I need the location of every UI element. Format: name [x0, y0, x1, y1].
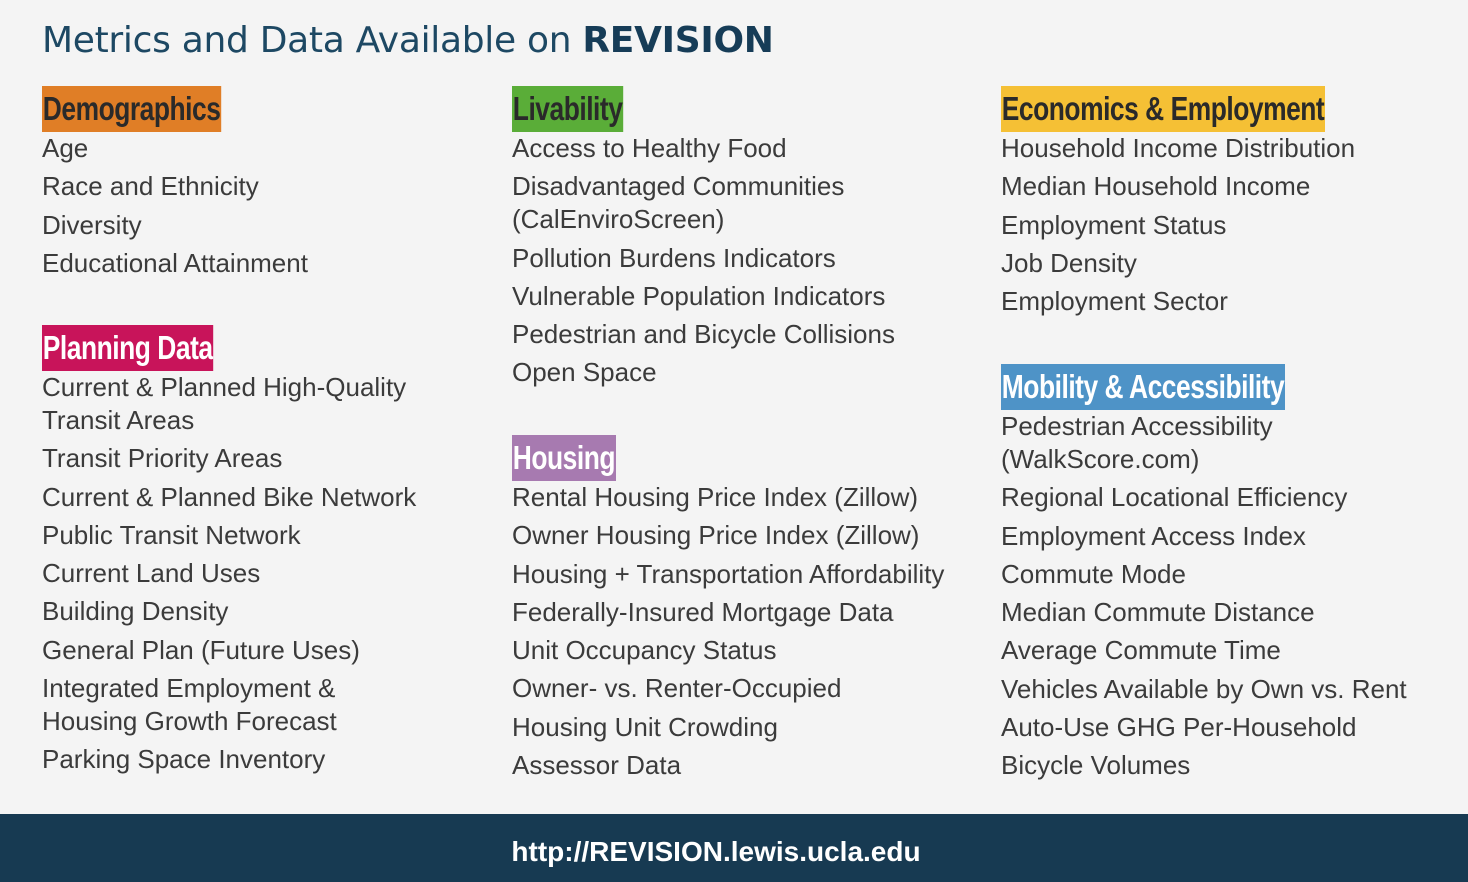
footer-bar: http://REVISION.lewis.ucla.edu [0, 814, 1468, 882]
list-item: Diversity [42, 209, 142, 240]
list-item: Current & Planned High-Quality Transit A… [42, 372, 407, 435]
section-planning-data: Planning Data Current & Planned High-Qua… [42, 325, 442, 782]
section-mobility-accessibility: Mobility & Accessibility Pedestrian Acce… [1001, 364, 1451, 788]
section-housing: Housing Rental Housing Price Index (Zill… [512, 435, 982, 787]
section-heading-planning-data: Planning Data [42, 325, 214, 371]
list-item: Pollution Burdens Indicators [512, 242, 836, 273]
list-item: Median Household Income [1001, 171, 1311, 202]
list-item: Current Land Uses [42, 558, 261, 589]
list-item: Access to Healthy Food [512, 133, 787, 163]
list-item: Average Commute Time [1001, 635, 1281, 666]
list-item: Household Income Distribution [1001, 133, 1356, 163]
list-item: Current & Planned Bike Network [42, 481, 417, 512]
list-item: Age [42, 133, 89, 163]
page-title-prefix: Metrics and Data Available on [42, 20, 583, 61]
list-item: Owner Housing Price Index (Zillow) [512, 520, 920, 551]
planning-data-list: Current & Planned High-Quality Transit A… [42, 371, 442, 776]
housing-list: Rental Housing Price Index (Zillow) Owne… [512, 481, 982, 782]
livability-list: Access to Healthy Food Disadvantaged Com… [512, 132, 982, 389]
list-item: Pedestrian and Bicycle Collisions [512, 319, 895, 350]
section-economics-employment: Economics & Employment Household Income … [1001, 86, 1451, 323]
list-item: Pedestrian Accessibility (WalkScore.com) [1001, 411, 1273, 474]
section-demographics: Demographics Age Race and Ethnicity Dive… [42, 86, 462, 285]
list-item: Parking Space Inventory [42, 744, 326, 775]
list-item: Disadvantaged Communities (CalEnviroScre… [512, 171, 845, 235]
list-item: Unit Occupancy Status [512, 635, 777, 666]
page-title: Metrics and Data Available on REVISION [42, 20, 774, 61]
section-heading-livability: Livability [512, 86, 624, 132]
footer-url-link[interactable]: http://REVISION.lewis.ucla.edu [511, 836, 921, 867]
list-item: Vulnerable Population Indicators [512, 280, 886, 311]
list-item: Public Transit Network [42, 519, 301, 550]
mobility-accessibility-list: Pedestrian Accessibility (WalkScore.com)… [1001, 410, 1451, 782]
list-item: Building Density [42, 596, 229, 627]
section-heading-demographics: Demographics [42, 86, 222, 132]
section-heading-economics-employment: Economics & Employment [1001, 86, 1326, 132]
list-item: Regional Locational Efficiency [1001, 482, 1348, 513]
list-item: Rental Housing Price Index (Zillow) [512, 482, 919, 512]
list-item: Employment Status [1001, 209, 1227, 240]
list-item: Auto-Use GHG Per-Household [1001, 712, 1357, 743]
section-livability: Livability Access to Healthy Food Disadv… [512, 86, 982, 395]
section-heading-mobility-accessibility: Mobility & Accessibility [1001, 364, 1285, 410]
list-item: Race and Ethnicity [42, 171, 259, 202]
list-item: Transit Priority Areas [42, 443, 283, 474]
list-item: Employment Access Index [1001, 520, 1306, 551]
list-item: Integrated Employment & Housing Growth F… [42, 673, 337, 737]
list-item: Federally-Insured Mortgage Data [512, 596, 894, 627]
list-item: Assessor Data [512, 750, 682, 781]
demographics-list: Age Race and Ethnicity Diversity Educati… [42, 132, 462, 280]
economics-employment-list: Household Income Distribution Median Hou… [1001, 132, 1451, 318]
list-item: Commute Mode [1001, 558, 1186, 589]
list-item: Open Space [512, 357, 657, 388]
list-item: Employment Sector [1001, 286, 1228, 317]
list-item: Job Density [1001, 247, 1137, 278]
list-item: Owner- vs. Renter-Occupied [512, 673, 842, 704]
page-title-brand: REVISION [582, 20, 774, 61]
list-item: Housing + Transportation Affordability [512, 558, 945, 589]
list-item: Vehicles Available by Own vs. Rent [1001, 673, 1407, 704]
list-item: General Plan (Future Uses) [42, 634, 360, 665]
list-item: Bicycle Volumes [1001, 750, 1191, 781]
list-item: Housing Unit Crowding [512, 711, 778, 742]
list-item: Educational Attainment [42, 247, 308, 278]
section-heading-housing: Housing [512, 435, 616, 481]
list-item: Median Commute Distance [1001, 597, 1315, 628]
